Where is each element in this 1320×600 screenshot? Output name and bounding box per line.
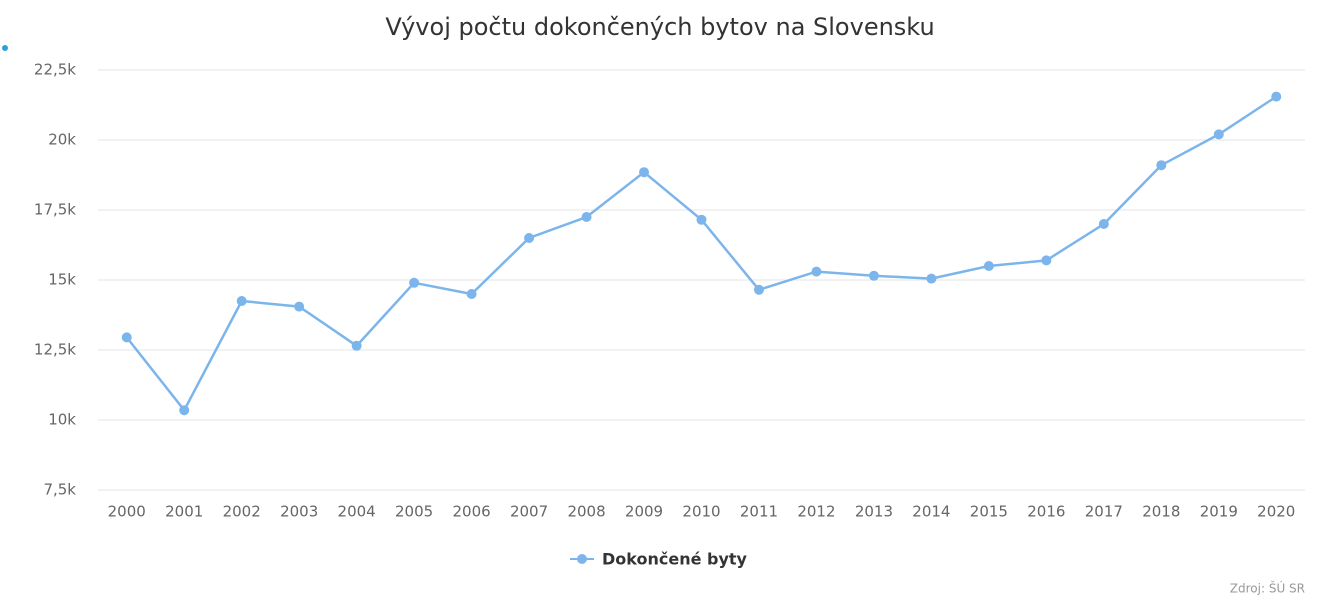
legend-label[interactable]: Dokončené byty bbox=[602, 550, 748, 569]
x-tick-label: 2003 bbox=[280, 503, 318, 521]
x-tick-label: 2019 bbox=[1200, 503, 1238, 521]
x-tick-label: 2017 bbox=[1085, 503, 1123, 521]
y-tick-label: 7,5k bbox=[43, 481, 76, 499]
data-point bbox=[581, 212, 592, 222]
data-point bbox=[868, 270, 879, 281]
y-tick-label: 17,5k bbox=[34, 201, 76, 219]
data-point bbox=[466, 289, 477, 299]
x-tick-label: 2005 bbox=[395, 503, 433, 521]
x-tick-label: 2009 bbox=[625, 503, 663, 521]
data-point bbox=[639, 167, 650, 178]
x-tick-label: 2007 bbox=[510, 503, 548, 521]
x-tick-label: 2015 bbox=[970, 503, 1008, 521]
data-point bbox=[1098, 219, 1109, 229]
data-point bbox=[351, 340, 362, 351]
x-tick-label: 2001 bbox=[165, 503, 203, 521]
data-point bbox=[121, 332, 132, 343]
x-tick-label: 2018 bbox=[1142, 503, 1180, 521]
data-point bbox=[696, 214, 707, 225]
x-tick-label: 2002 bbox=[223, 503, 261, 521]
chart-title: Vývoj počtu dokončených bytov na Slovens… bbox=[385, 13, 934, 41]
x-tick-label: 2014 bbox=[912, 503, 950, 521]
data-point bbox=[1156, 160, 1167, 171]
x-tick-label: 2000 bbox=[108, 503, 146, 521]
y-tick-label: 10k bbox=[48, 411, 76, 429]
data-point bbox=[236, 296, 247, 306]
data-point bbox=[1213, 129, 1224, 140]
data-point bbox=[753, 284, 764, 295]
data-point bbox=[179, 405, 190, 416]
data-point bbox=[409, 277, 420, 288]
x-tick-label: 2013 bbox=[855, 503, 893, 521]
data-point bbox=[524, 233, 535, 243]
x-tick-label: 2010 bbox=[682, 503, 720, 521]
y-tick-label: 15k bbox=[48, 271, 76, 289]
credits: Zdroj: ŠÚ SR bbox=[1230, 581, 1305, 596]
y-tick-label: 22,5k bbox=[34, 61, 76, 79]
y-tick-label: 12,5k bbox=[34, 341, 76, 359]
data-line bbox=[125, 95, 1277, 413]
x-tick-label: 2006 bbox=[453, 503, 491, 521]
x-tick-label: 2020 bbox=[1257, 503, 1295, 521]
data-point bbox=[983, 261, 994, 271]
x-tick-label: 2004 bbox=[338, 503, 376, 521]
data-point bbox=[926, 273, 937, 284]
decoration-dot bbox=[2, 45, 8, 51]
y-tick-label: 20k bbox=[48, 131, 76, 149]
data-point bbox=[811, 266, 822, 277]
x-tick-label: 2011 bbox=[740, 503, 778, 521]
x-tick-label: 2008 bbox=[567, 503, 605, 521]
data-point bbox=[1041, 255, 1052, 266]
x-tick-label: 2016 bbox=[1027, 503, 1065, 521]
x-tick-label: 2012 bbox=[797, 503, 835, 521]
legend-marker bbox=[577, 554, 587, 564]
data-point bbox=[294, 301, 305, 312]
data-point bbox=[1271, 91, 1282, 102]
